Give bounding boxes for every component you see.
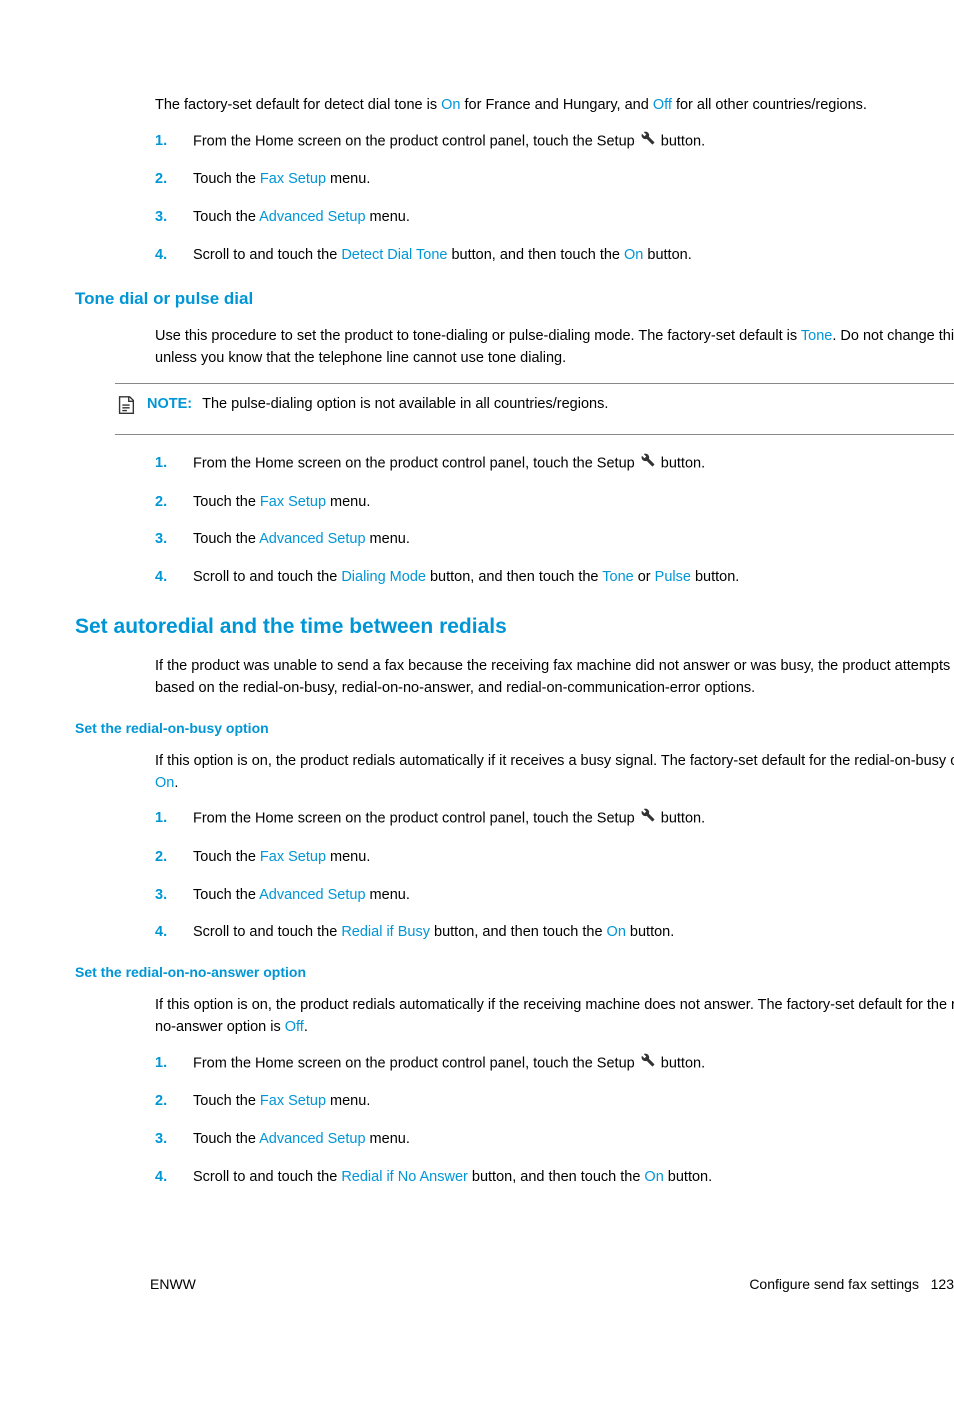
step-text: Touch the Fax Setup menu. <box>193 169 954 191</box>
step-item: 3. Touch the Advanced Setup menu. <box>155 207 954 229</box>
tone-pulse-para: Use this procedure to set the product to… <box>75 326 954 370</box>
step-text: Touch the Advanced Setup menu. <box>193 1129 954 1151</box>
step-number: 1. <box>155 131 193 153</box>
on-link: On <box>441 97 460 113</box>
step-item: 4. Scroll to and touch the Dialing Mode … <box>155 567 954 589</box>
redial-if-busy-link: Redial if Busy <box>341 924 430 940</box>
step-text: Touch the Fax Setup menu. <box>193 1091 954 1113</box>
redial-if-no-answer-link: Redial if No Answer <box>341 1169 468 1185</box>
step-number: 3. <box>155 529 193 551</box>
footer-right: Configure send fax settings 123 <box>749 1274 954 1295</box>
note-label: NOTE: <box>147 396 192 412</box>
step-text: From the Home screen on the product cont… <box>193 453 954 475</box>
step-item: 1. From the Home screen on the product c… <box>155 808 954 830</box>
redial-no-answer-heading: Set the redial-on-no-answer option <box>75 962 954 983</box>
steps-redial-busy: 1. From the Home screen on the product c… <box>75 808 954 944</box>
step-number: 1. <box>155 453 193 475</box>
step-number: 3. <box>155 207 193 229</box>
step-number: 1. <box>155 1053 193 1075</box>
tone-link: Tone <box>801 328 832 344</box>
pulse-link: Pulse <box>655 569 691 585</box>
step-item: 2. Touch the Fax Setup menu. <box>155 1091 954 1113</box>
step-text: Scroll to and touch the Detect Dial Tone… <box>193 245 954 267</box>
note-box: NOTE: The pulse-dialing option is not ava… <box>115 383 954 435</box>
off-link: Off <box>285 1019 304 1035</box>
setup-wrench-icon <box>641 808 655 830</box>
step-number: 3. <box>155 885 193 907</box>
step-number: 4. <box>155 567 193 589</box>
steps-redial-no-answer: 1. From the Home screen on the product c… <box>75 1053 954 1189</box>
detect-dial-tone-link: Detect Dial Tone <box>341 247 447 263</box>
on-link: On <box>624 247 643 263</box>
on-link: On <box>155 775 174 791</box>
step-number: 2. <box>155 169 193 191</box>
intro-paragraph: The factory-set default for detect dial … <box>75 95 954 117</box>
step-text: Scroll to and touch the Redial if Busy b… <box>193 922 954 944</box>
on-link: On <box>644 1169 663 1185</box>
step-item: 1. From the Home screen on the product c… <box>155 453 954 475</box>
step-item: 2. Touch the Fax Setup menu. <box>155 169 954 191</box>
step-number: 1. <box>155 808 193 830</box>
autoredial-heading: Set autoredial and the time between redi… <box>75 611 954 643</box>
step-number: 2. <box>155 492 193 514</box>
footer-left: ENWW <box>150 1274 196 1295</box>
step-text: Touch the Advanced Setup menu. <box>193 529 954 551</box>
tone-pulse-heading: Tone dial or pulse dial <box>75 286 954 312</box>
step-text: Touch the Advanced Setup menu. <box>193 207 954 229</box>
tone-link: Tone <box>602 569 633 585</box>
fax-setup-link: Fax Setup <box>260 1093 326 1109</box>
step-item: 4. Scroll to and touch the Detect Dial T… <box>155 245 954 267</box>
step-item: 4. Scroll to and touch the Redial if Bus… <box>155 922 954 944</box>
step-text: From the Home screen on the product cont… <box>193 808 954 830</box>
step-item: 3. Touch the Advanced Setup menu. <box>155 529 954 551</box>
fax-setup-link: Fax Setup <box>260 849 326 865</box>
step-item: 3. Touch the Advanced Setup menu. <box>155 885 954 907</box>
advanced-setup-link: Advanced Setup <box>259 531 365 547</box>
step-text: Touch the Fax Setup menu. <box>193 492 954 514</box>
on-link: On <box>607 924 626 940</box>
advanced-setup-link: Advanced Setup <box>259 209 365 225</box>
step-item: 3. Touch the Advanced Setup menu. <box>155 1129 954 1151</box>
redial-busy-para: If this option is on, the product redial… <box>75 751 954 795</box>
page-footer: ENWW Configure send fax settings 123 <box>150 1274 954 1295</box>
page-number: 123 <box>931 1276 954 1292</box>
step-number: 2. <box>155 1091 193 1113</box>
step-text: From the Home screen on the product cont… <box>193 131 954 153</box>
fax-setup-link: Fax Setup <box>260 494 326 510</box>
note-text: The pulse-dialing option is not availabl… <box>202 396 608 412</box>
redial-no-answer-para: If this option is on, the product redial… <box>75 995 954 1039</box>
redial-busy-heading: Set the redial-on-busy option <box>75 718 954 739</box>
step-number: 4. <box>155 922 193 944</box>
fax-setup-link: Fax Setup <box>260 171 326 187</box>
step-number: 3. <box>155 1129 193 1151</box>
step-text: Touch the Advanced Setup menu. <box>193 885 954 907</box>
dialing-mode-link: Dialing Mode <box>341 569 426 585</box>
advanced-setup-link: Advanced Setup <box>259 887 365 903</box>
note-icon <box>115 394 137 424</box>
step-item: 2. Touch the Fax Setup menu. <box>155 492 954 514</box>
step-number: 2. <box>155 847 193 869</box>
setup-wrench-icon <box>641 131 655 153</box>
autoredial-para: If the product was unable to send a fax … <box>75 656 954 700</box>
step-text: Scroll to and touch the Redial if No Ans… <box>193 1167 954 1189</box>
step-number: 4. <box>155 245 193 267</box>
off-link: Off <box>653 97 672 113</box>
step-number: 4. <box>155 1167 193 1189</box>
steps-tone-pulse: 1. From the Home screen on the product c… <box>75 453 954 589</box>
steps-detect-dial-tone: 1. From the Home screen on the product c… <box>75 131 954 267</box>
setup-wrench-icon <box>641 1053 655 1075</box>
step-text: From the Home screen on the product cont… <box>193 1053 954 1075</box>
step-item: 2. Touch the Fax Setup menu. <box>155 847 954 869</box>
step-item: 1. From the Home screen on the product c… <box>155 1053 954 1075</box>
step-item: 1. From the Home screen on the product c… <box>155 131 954 153</box>
step-text: Touch the Fax Setup menu. <box>193 847 954 869</box>
advanced-setup-link: Advanced Setup <box>259 1131 365 1147</box>
setup-wrench-icon <box>641 453 655 475</box>
step-text: Scroll to and touch the Dialing Mode but… <box>193 567 954 589</box>
step-item: 4. Scroll to and touch the Redial if No … <box>155 1167 954 1189</box>
